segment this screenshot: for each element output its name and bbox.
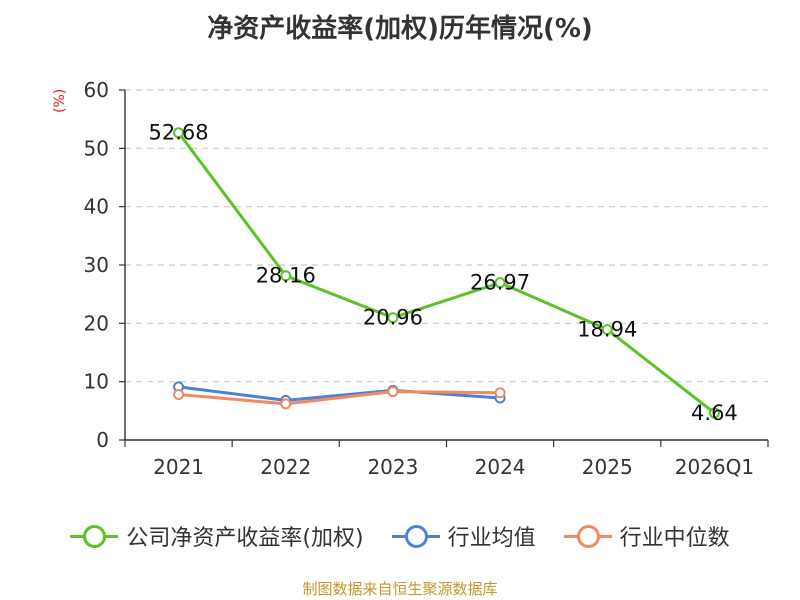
legend-item-industry-median[interactable]: 行业中位数	[563, 520, 730, 552]
chart-legend: 公司净资产收益率(加权) 行业均值 行业中位数	[0, 520, 800, 552]
data-point	[173, 127, 185, 139]
data-label: 52.68	[149, 121, 209, 145]
data-point	[280, 270, 292, 282]
data-point	[387, 386, 399, 398]
legend-line-marker-icon	[563, 525, 612, 548]
x-tick-label: 2025	[582, 455, 633, 479]
legend-item-company[interactable]: 公司净资产收益率(加权)	[70, 520, 364, 552]
x-tick-label: 2026Q1	[675, 455, 754, 479]
y-tick-label: 30	[84, 253, 109, 277]
data-point	[708, 407, 720, 419]
data-point	[494, 277, 506, 289]
chart-title: 净资产收益率(加权)历年情况(%)	[207, 14, 593, 44]
data-label: 18.94	[577, 318, 637, 342]
y-tick-label: 20	[84, 311, 109, 335]
data-label: 20.96	[363, 306, 423, 330]
data-point	[280, 398, 292, 410]
data-point	[601, 324, 613, 336]
x-tick-label: 2022	[260, 455, 311, 479]
data-label: 4.64	[691, 401, 738, 425]
series-line-1	[178, 385, 501, 402]
legend-label-industry-mean: 行业均值	[447, 526, 536, 551]
y-tick-label: 50	[84, 136, 109, 160]
legend-label-industry-median: 行业中位数	[619, 526, 730, 551]
data-point	[173, 389, 185, 400]
data-label: 28.16	[256, 264, 316, 288]
y-axis-unit-label: (%)	[52, 88, 68, 113]
y-tick-label: 10	[84, 370, 109, 394]
data-source-note: 制图数据来自恒生聚源数据库	[302, 580, 498, 598]
x-tick-label: 2021	[153, 455, 204, 479]
y-tick-label: 0	[96, 428, 109, 452]
data-label: 26.97	[470, 271, 530, 295]
x-tick-label: 2023	[367, 455, 418, 479]
y-tick-label: 40	[84, 195, 109, 219]
y-tick-label: 60	[84, 78, 109, 102]
series-line-0	[177, 131, 716, 415]
legend-item-industry-mean[interactable]: 行业均值	[391, 520, 536, 552]
legend-label-company: 公司净资产收益率(加权)	[126, 526, 364, 551]
legend-line-marker-icon	[391, 525, 440, 548]
x-tick-label: 2024	[475, 455, 526, 479]
data-point	[387, 312, 399, 324]
series-line-2	[178, 390, 501, 406]
data-point	[494, 387, 506, 399]
legend-line-marker-icon	[70, 525, 119, 548]
